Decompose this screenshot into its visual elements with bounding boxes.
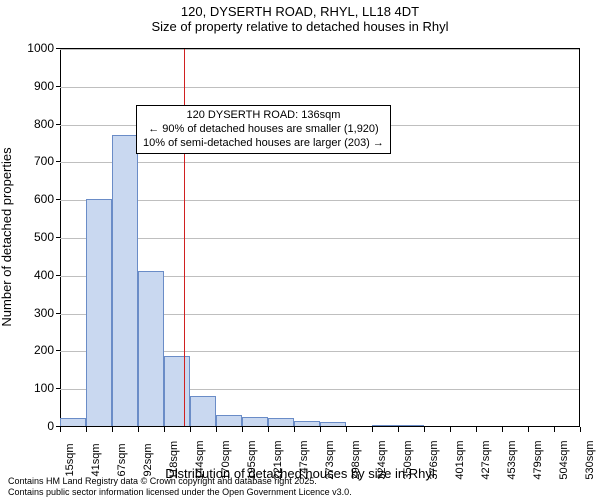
title-line-1: 120, DYSERTH ROAD, RHYL, LL18 4DT	[0, 4, 600, 19]
x-tick-mark	[138, 427, 139, 432]
y-tick-label: 1000	[0, 41, 60, 55]
x-tick-mark	[346, 427, 347, 432]
x-tick-mark	[320, 427, 321, 432]
x-tick-mark	[86, 427, 87, 432]
x-tick-label: 170sqm	[220, 430, 232, 490]
chart-title: 120, DYSERTH ROAD, RHYL, LL18 4DT Size o…	[0, 4, 600, 34]
x-tick-label: 221sqm	[272, 430, 284, 490]
y-tick-label: 300	[0, 306, 60, 320]
x-tick-mark	[164, 427, 165, 432]
x-tick-mark	[268, 427, 269, 432]
x-tick-label: 247sqm	[298, 430, 310, 490]
histogram-bar	[268, 418, 294, 426]
x-tick-mark	[294, 427, 295, 432]
y-tick-label: 700	[0, 154, 60, 168]
x-tick-label: 479sqm	[532, 430, 544, 490]
histogram-bar	[86, 199, 112, 426]
gridline	[60, 49, 579, 50]
title-line-2: Size of property relative to detached ho…	[0, 19, 600, 34]
x-tick-mark	[398, 427, 399, 432]
x-tick-mark	[372, 427, 373, 432]
x-tick-label: 324sqm	[376, 430, 388, 490]
annotation-line-3: 10% of semi-detached houses are larger (…	[143, 137, 384, 151]
histogram-bar	[138, 271, 164, 426]
histogram-bar	[60, 418, 86, 426]
y-tick-label: 200	[0, 343, 60, 357]
x-tick-label: 453sqm	[506, 430, 518, 490]
x-axis	[60, 426, 580, 427]
y-tick-label: 600	[0, 192, 60, 206]
x-tick-label: 298sqm	[350, 430, 362, 490]
x-tick-label: 504sqm	[558, 430, 570, 490]
chart-container: 120, DYSERTH ROAD, RHYL, LL18 4DT Size o…	[0, 0, 600, 500]
x-tick-mark	[190, 427, 191, 432]
x-tick-mark	[476, 427, 477, 432]
x-tick-mark	[242, 427, 243, 432]
x-tick-label: 92sqm	[142, 430, 154, 490]
x-tick-label: 273sqm	[324, 430, 336, 490]
x-tick-label: 530sqm	[584, 430, 596, 490]
x-tick-mark	[216, 427, 217, 432]
x-tick-mark	[528, 427, 529, 432]
y-tick-label: 900	[0, 79, 60, 93]
histogram-bar	[164, 356, 190, 426]
x-tick-label: 427sqm	[480, 430, 492, 490]
x-tick-label: 401sqm	[454, 430, 466, 490]
x-tick-label: 67sqm	[116, 430, 128, 490]
x-tick-label: 195sqm	[246, 430, 258, 490]
histogram-bar	[112, 135, 138, 426]
annotation-line-2: ← 90% of detached houses are smaller (1,…	[143, 123, 384, 137]
x-tick-label: 118sqm	[168, 430, 180, 490]
y-tick-label: 100	[0, 381, 60, 395]
plot-area: 120 DYSERTH ROAD: 136sqm ← 90% of detach…	[60, 48, 580, 426]
x-tick-mark	[580, 427, 581, 432]
x-tick-label: 376sqm	[428, 430, 440, 490]
y-tick-label: 800	[0, 117, 60, 131]
histogram-bar	[242, 417, 268, 426]
x-tick-mark	[424, 427, 425, 432]
x-tick-mark	[450, 427, 451, 432]
x-tick-mark	[502, 427, 503, 432]
marker-annotation: 120 DYSERTH ROAD: 136sqm ← 90% of detach…	[136, 105, 391, 154]
x-tick-label: 15sqm	[64, 430, 76, 490]
y-tick-label: 400	[0, 268, 60, 282]
annotation-line-1: 120 DYSERTH ROAD: 136sqm	[143, 109, 384, 123]
histogram-bar	[216, 415, 242, 426]
y-tick-label: 500	[0, 230, 60, 244]
x-tick-mark	[554, 427, 555, 432]
x-tick-mark	[60, 427, 61, 432]
x-tick-label: 41sqm	[90, 430, 102, 490]
x-tick-label: 350sqm	[402, 430, 414, 490]
gridline	[60, 87, 579, 88]
x-tick-label: 144sqm	[194, 430, 206, 490]
x-tick-mark	[112, 427, 113, 432]
histogram-bar	[190, 396, 216, 426]
y-tick-label: 0	[0, 419, 60, 433]
